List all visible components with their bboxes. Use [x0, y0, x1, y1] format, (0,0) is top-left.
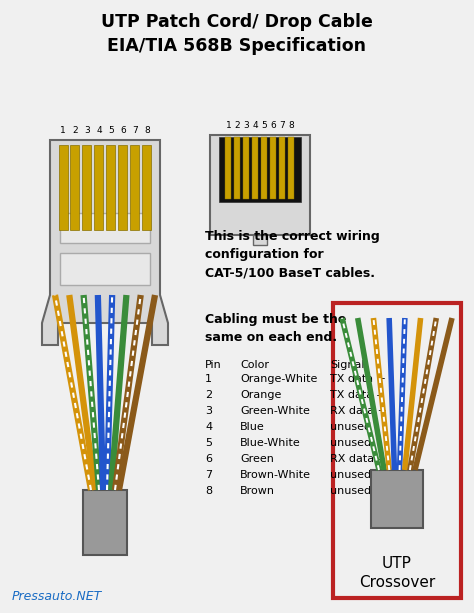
Bar: [262, 137, 267, 199]
Bar: [71, 145, 80, 230]
Bar: [253, 137, 258, 199]
Bar: [60, 253, 150, 285]
Bar: [118, 145, 128, 230]
Text: 7: 7: [132, 126, 138, 135]
Text: 6: 6: [205, 454, 212, 464]
Text: 5: 5: [108, 126, 114, 135]
Text: 3: 3: [244, 121, 249, 130]
Text: 5: 5: [262, 121, 267, 130]
Text: 4: 4: [96, 126, 102, 135]
Bar: [333, 303, 461, 598]
Text: Brown-White: Brown-White: [240, 470, 311, 480]
Text: 1: 1: [60, 126, 66, 135]
Bar: [82, 145, 91, 230]
Text: 6: 6: [271, 121, 276, 130]
Bar: [130, 145, 139, 230]
Bar: [235, 137, 240, 199]
Text: 5: 5: [205, 438, 212, 448]
Text: 8: 8: [205, 486, 212, 496]
Text: 4: 4: [253, 121, 258, 130]
Text: TX data +: TX data +: [330, 374, 386, 384]
Text: 7: 7: [280, 121, 285, 130]
Text: 2: 2: [205, 390, 212, 400]
Text: 1: 1: [205, 374, 212, 384]
Text: unused: unused: [330, 438, 371, 448]
Text: unused: unused: [330, 486, 371, 496]
Text: This is the correct wiring
configuration for
CAT-5/100 BaseT cables.: This is the correct wiring configuration…: [205, 230, 380, 279]
Text: RX data -: RX data -: [330, 454, 382, 464]
Text: UTP
Crossover: UTP Crossover: [359, 557, 435, 590]
Text: 2: 2: [72, 126, 78, 135]
Bar: [210, 135, 310, 235]
Bar: [226, 137, 231, 199]
Text: Blue-White: Blue-White: [240, 438, 301, 448]
Text: unused: unused: [330, 422, 371, 432]
Polygon shape: [42, 140, 168, 345]
Text: Brown: Brown: [240, 486, 275, 496]
Text: Pin: Pin: [205, 360, 222, 370]
Text: TX data -: TX data -: [330, 390, 381, 400]
Text: Orange-White: Orange-White: [240, 374, 318, 384]
Text: Cabling must be the
same on each end.: Cabling must be the same on each end.: [205, 313, 346, 344]
Text: 8: 8: [289, 121, 294, 130]
Text: Color: Color: [240, 360, 269, 370]
Text: UTP Patch Cord/ Drop Cable
EIA/TIA 568B Specification: UTP Patch Cord/ Drop Cable EIA/TIA 568B …: [101, 13, 373, 55]
Text: Green-White: Green-White: [240, 406, 310, 416]
Bar: [107, 145, 116, 230]
Text: 6: 6: [120, 126, 126, 135]
Text: 3: 3: [205, 406, 212, 416]
Bar: [280, 137, 285, 199]
Text: Green: Green: [240, 454, 274, 464]
Bar: [58, 145, 67, 230]
Bar: [143, 145, 152, 230]
Bar: [219, 137, 301, 202]
Bar: [271, 137, 276, 199]
Bar: [289, 137, 294, 199]
Text: 8: 8: [144, 126, 150, 135]
Text: Orange: Orange: [240, 390, 282, 400]
Text: 7: 7: [205, 470, 212, 480]
Text: 4: 4: [205, 422, 212, 432]
Text: Signal: Signal: [330, 360, 365, 370]
Bar: [371, 470, 423, 528]
Text: 1: 1: [226, 121, 231, 130]
Text: unused: unused: [330, 470, 371, 480]
Bar: [253, 235, 267, 245]
Text: 3: 3: [84, 126, 90, 135]
Bar: [94, 145, 103, 230]
Text: Blue: Blue: [240, 422, 265, 432]
Bar: [244, 137, 249, 199]
Text: Pressauto.NET: Pressauto.NET: [12, 590, 102, 603]
Bar: [83, 490, 127, 555]
Bar: [60, 213, 150, 243]
Text: RX data +: RX data +: [330, 406, 387, 416]
Text: 2: 2: [235, 121, 240, 130]
